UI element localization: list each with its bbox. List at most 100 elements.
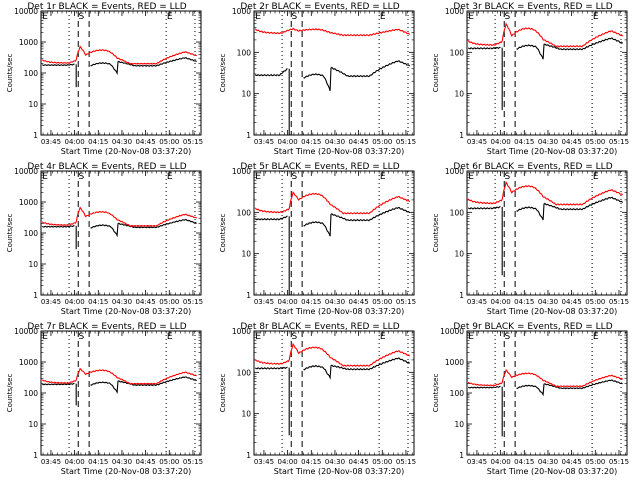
marker-label-s: S: [505, 332, 511, 342]
y-tick-label: 10000: [440, 327, 464, 336]
y-tick-label: 10000: [14, 327, 38, 336]
x-tick-label: 03:45: [467, 138, 487, 146]
x-tick-label: 05:15: [183, 458, 203, 466]
y-axis-label: Counts/sec: [432, 374, 440, 413]
y-tick-label: 100: [24, 229, 39, 238]
x-tick-label: 05:00: [585, 138, 605, 146]
marker-label-e: E: [593, 172, 599, 182]
x-tick-label: 04:30: [538, 458, 558, 466]
y-tick-label: 10000: [14, 167, 38, 176]
x-tick-label: 04:00: [278, 298, 298, 306]
events-series-line: [467, 385, 501, 389]
marker-label-e: E: [167, 332, 173, 342]
detector-panel-4: Det 4r BLACK = Events, RED = LLD 1 10 100 10…: [0, 160, 213, 320]
x-axis-label: Start Time (20-Nov-08 03:37:20): [274, 147, 404, 156]
events-series-line: [467, 206, 501, 210]
panel-title: Det 1r BLACK = Events, RED = LLD: [27, 2, 186, 12]
x-tick-label: 04:15: [514, 458, 534, 466]
panel-title: Det 8r BLACK = Events, RED = LLD: [240, 322, 399, 332]
y-tick-label: 1: [246, 291, 251, 300]
x-tick-label: 05:00: [372, 298, 392, 306]
lld-series-line: [467, 180, 624, 206]
lld-series-line: [254, 190, 411, 215]
y-tick-label: 1000: [445, 7, 464, 16]
x-tick-label: 04:30: [538, 298, 558, 306]
marker-label-e: E: [167, 172, 173, 182]
x-tick-label: 05:15: [183, 138, 203, 146]
y-tick-label: 100: [237, 368, 252, 377]
x-tick-label: 04:45: [349, 458, 369, 466]
y-tick-label: 100: [450, 48, 465, 57]
lld-series-line: [41, 367, 197, 385]
x-tick-label: 04:15: [301, 138, 321, 146]
panel-svg: Det 6r BLACK = Events, RED = LLD 1 10 100 10…: [432, 162, 629, 316]
detector-panel-6: Det 6r BLACK = Events, RED = LLD 1 10 100 10…: [426, 160, 639, 320]
x-tick-label: 04:45: [562, 138, 582, 146]
y-tick-label: 100: [237, 48, 252, 57]
x-tick-label: 04:45: [136, 458, 156, 466]
events-series-line: [41, 63, 75, 67]
detector-panel-2: Det 2r BLACK = Events, RED = LLD 1 10 100 10…: [213, 0, 426, 160]
x-tick-label: 04:15: [514, 298, 534, 306]
panel-svg: Det 4r BLACK = Events, RED = LLD 1 10 100 10…: [6, 162, 203, 316]
marker-label-e: E: [468, 12, 474, 22]
events-series-line: [303, 60, 411, 91]
x-tick-label: 03:45: [41, 138, 61, 146]
x-axis-label: Start Time (20-Nov-08 03:37:20): [487, 307, 617, 316]
x-tick-label: 03:45: [254, 458, 274, 466]
x-tick-label: 05:15: [183, 298, 203, 306]
panel-svg: Det 1r BLACK = Events, RED = LLD 1 10 100 10…: [6, 2, 203, 156]
plot-frame: [40, 330, 202, 456]
x-axis-label: Start Time (20-Nov-08 03:37:20): [61, 467, 191, 476]
y-tick-label: 1: [459, 451, 464, 460]
marker-label-e: E: [468, 332, 474, 342]
marker-label-e: E: [380, 12, 386, 22]
panel-title: Det 6r BLACK = Events, RED = LLD: [453, 162, 612, 172]
events-series-line: [41, 225, 75, 228]
plot-frame: [253, 170, 415, 296]
y-tick-label: 1: [246, 451, 251, 460]
x-tick-label: 05:15: [609, 458, 629, 466]
lld-series-line: [41, 45, 197, 65]
panel-svg: Det 2r BLACK = Events, RED = LLD 1 10 100 10…: [219, 2, 416, 156]
x-tick-label: 04:15: [88, 298, 108, 306]
x-tick-label: 04:00: [491, 298, 511, 306]
x-tick-label: 04:45: [562, 458, 582, 466]
y-tick-label: 10: [241, 410, 251, 419]
x-tick-label: 05:15: [609, 298, 629, 306]
y-tick-label: 10000: [14, 7, 38, 16]
marker-label-s: S: [79, 172, 85, 182]
marker-label-e: E: [380, 172, 386, 182]
x-tick-label: 05:15: [396, 138, 416, 146]
marker-label-e: E: [42, 332, 48, 342]
y-tick-label: 10: [241, 90, 251, 99]
x-tick-label: 04:30: [112, 298, 132, 306]
detector-panel-8: Det 8r BLACK = Events, RED = LLD 1 10 100 10…: [213, 320, 426, 480]
plot-frame: [253, 330, 415, 456]
y-tick-label: 1000: [445, 167, 464, 176]
events-series-line: [516, 379, 623, 397]
panel-svg: Det 3r BLACK = Events, RED = LLD 1 10 100 10…: [432, 2, 629, 156]
plot-frame: [40, 10, 202, 136]
x-tick-label: 04:00: [278, 458, 298, 466]
detector-panel-1: Det 1r BLACK = Events, RED = LLD 1 10 100 10…: [0, 0, 213, 160]
x-tick-label: 04:00: [65, 298, 85, 306]
marker-label-e: E: [255, 332, 261, 342]
x-tick-label: 05:00: [585, 458, 605, 466]
y-axis-label: Counts/sec: [6, 374, 14, 413]
marker-label-e: E: [255, 172, 261, 182]
events-series-line: [41, 382, 75, 386]
x-tick-label: 03:45: [41, 458, 61, 466]
panel-svg: Det 9r BLACK = Events, RED = LLD 1 10 100 10…: [432, 322, 629, 476]
marker-label-e: E: [42, 12, 48, 22]
x-tick-label: 04:15: [88, 458, 108, 466]
marker-label-s: S: [292, 172, 298, 182]
plot-frame: [466, 330, 628, 456]
x-tick-label: 04:00: [278, 138, 298, 146]
events-series-line: [254, 68, 288, 77]
marker-label-e: E: [593, 332, 599, 342]
events-series-line: [254, 366, 288, 370]
y-tick-label: 1: [459, 131, 464, 140]
marker-label-e: E: [380, 332, 386, 342]
panel-title: Det 3r BLACK = Events, RED = LLD: [453, 2, 612, 12]
